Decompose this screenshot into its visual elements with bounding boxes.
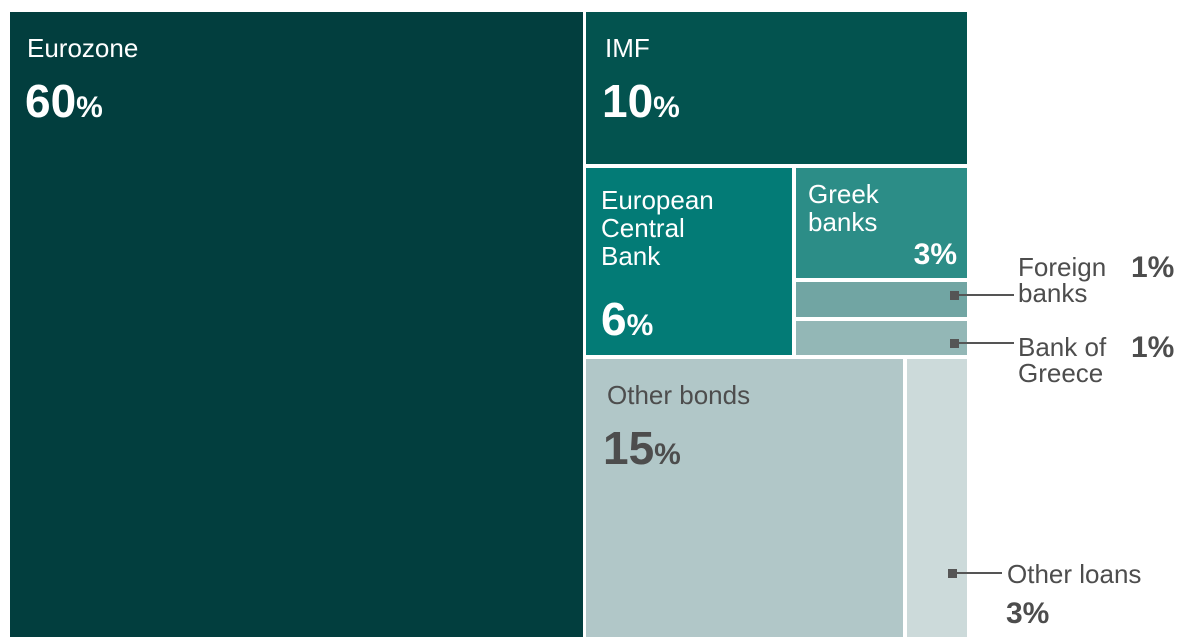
other-bonds-value-unit: %	[654, 438, 681, 471]
greek-banks-label-line-1: Greek	[808, 179, 879, 209]
foreign-banks-value: 1%	[1131, 251, 1175, 284]
tile-greek-banks: Greek banks 3%	[796, 168, 967, 278]
greek-banks-label-line-2: banks	[808, 207, 878, 237]
greek-banks-value: 3%	[913, 238, 957, 271]
ecb-value-unit: %	[626, 309, 654, 342]
bank-of-greece-label-line-1: Bank of	[1018, 332, 1107, 362]
bank-of-greece-marker	[950, 339, 959, 348]
tile-other-loans	[907, 359, 967, 637]
ecb-value-number: 6	[601, 293, 627, 345]
eurozone-value-number: 60	[25, 75, 77, 127]
eurozone-value: 60%	[25, 78, 103, 124]
tile-ecb: European Central Bank 6%	[586, 168, 792, 355]
imf-label: IMF	[605, 33, 650, 63]
foreign-banks-label-line-2: banks	[1018, 278, 1088, 308]
foreign-banks-leader	[959, 294, 1014, 296]
other-loans-label: Other loans	[1007, 559, 1142, 589]
foreign-banks-marker	[950, 291, 959, 300]
ecb-label-line-1: European	[601, 185, 714, 215]
foreign-banks-label-line-1: Foreign	[1018, 252, 1107, 282]
bank-of-greece-value: 1%	[1131, 331, 1175, 364]
imf-value-unit: %	[653, 91, 680, 124]
tile-other-bonds: Other bonds 15%	[586, 359, 903, 637]
ecb-label-line-3: Bank	[601, 241, 661, 271]
tile-eurozone: Eurozone 60%	[10, 12, 583, 637]
other-bonds-value: 15%	[603, 425, 681, 471]
other-loans-marker	[948, 569, 957, 578]
other-bonds-value-number: 15	[603, 422, 655, 474]
other-loans-value: 3%	[1006, 597, 1050, 630]
tile-bank-of-greece	[796, 321, 967, 355]
ecb-value: 6%	[601, 296, 653, 342]
eurozone-label: Eurozone	[27, 33, 139, 63]
other-bonds-label: Other bonds	[607, 380, 751, 410]
eurozone-value-unit: %	[76, 91, 103, 124]
tile-foreign-banks	[796, 282, 967, 317]
greek-banks-label: Greek banks	[808, 180, 879, 236]
bank-of-greece-label-line-2: Greece	[1018, 358, 1104, 388]
imf-value-number: 10	[602, 75, 654, 127]
bank-of-greece-label: Bank of Greece	[1018, 334, 1106, 386]
imf-value: 10%	[602, 78, 680, 124]
ecb-label: European Central Bank	[601, 186, 714, 270]
tile-imf: IMF 10%	[586, 12, 967, 164]
ecb-label-line-2: Central	[601, 213, 685, 243]
other-loans-leader	[957, 572, 1002, 574]
foreign-banks-label: Foreign banks	[1018, 254, 1106, 306]
bank-of-greece-leader	[959, 342, 1014, 344]
